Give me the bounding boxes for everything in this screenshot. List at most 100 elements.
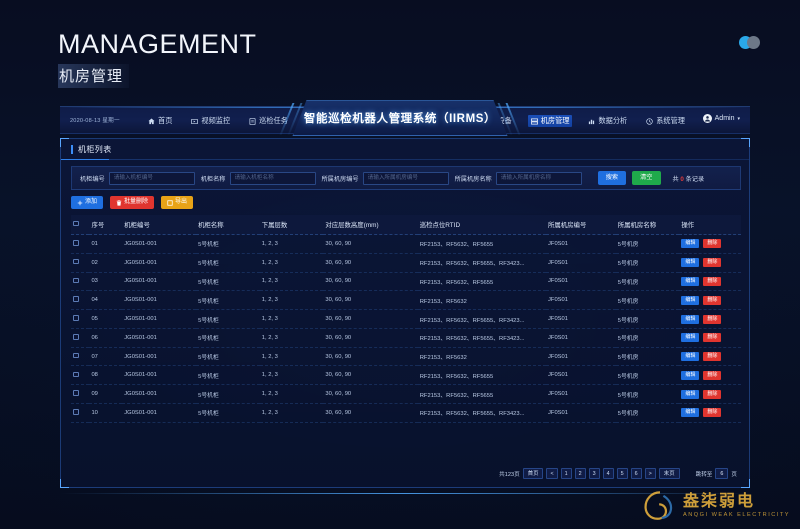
filter-input-1[interactable] (229, 171, 316, 185)
edit-button[interactable]: 编辑 (681, 333, 700, 343)
table-row[interactable]: 02 JG0S01-001 5号机柜 1, 2, 3 30, 60, 90 RF2153、… (71, 253, 741, 273)
table-row[interactable]: 07 JG0S01-001 5号机柜 1, 2, 3 30, 60, 90 RF2153、… (71, 347, 741, 367)
system-title-plate: 智能巡检机器人管理系统（IIRMS） (293, 100, 508, 136)
avatar (702, 114, 712, 123)
row-checkbox[interactable] (73, 352, 79, 359)
nav-item-label: 机房管理 (540, 116, 570, 125)
home-icon (148, 117, 155, 125)
cell-heights: 30, 60, 90 (323, 253, 418, 273)
row-checkbox[interactable] (73, 258, 79, 265)
edit-button[interactable]: 编辑 (681, 314, 700, 324)
delete-button[interactable]: 删除 (703, 258, 722, 268)
cell-room_code: JF0S01 (546, 365, 616, 386)
theme-toggle[interactable] (739, 36, 765, 49)
pagination-page-2[interactable]: 2 (574, 468, 586, 479)
edit-button[interactable]: 编辑 (681, 276, 700, 286)
pagination-jump-input[interactable] (715, 468, 729, 479)
clear-button[interactable]: 清空 (632, 171, 661, 185)
edit-button[interactable]: 编辑 (681, 408, 700, 418)
pagination-page-3[interactable]: 3 (588, 468, 600, 479)
cell-heights: 30, 60, 90 (323, 347, 418, 367)
cell-layers: 1, 2, 3 (259, 365, 324, 386)
table-row[interactable]: 06 JG0S01-001 5号机柜 1, 2, 3 30, 60, 90 RF2153、… (71, 328, 741, 348)
nav-item-巡检任务[interactable]: 巡检任务 (246, 115, 291, 127)
pagination-page-5[interactable]: 5 (616, 468, 628, 479)
delete-button[interactable]: 删除 (703, 333, 722, 343)
cell-layers: 1, 2, 3 (259, 234, 324, 254)
table-row[interactable]: 04 JG0S01-001 5号机柜 1, 2, 3 30, 60, 90 RF2153、… (71, 290, 741, 311)
delete-button[interactable]: 删除 (703, 408, 722, 418)
delete-button[interactable]: 删除 (703, 239, 722, 249)
table-row[interactable]: 03 JG0S01-001 5号机柜 1, 2, 3 30, 60, 90 RF2153、… (71, 272, 741, 292)
row-checkbox[interactable] (73, 371, 79, 378)
table-row[interactable]: 05 JG0S01-001 5号机柜 1, 2, 3 30, 60, 90 RF2153、… (71, 309, 741, 329)
nav-item-机房管理[interactable]: 机房管理 (527, 115, 573, 127)
edit-button[interactable]: 编辑 (681, 352, 700, 362)
search-button[interactable]: 搜索 (597, 171, 627, 185)
nav-item-视频监控[interactable]: 视频监控 (188, 115, 233, 127)
edit-button[interactable]: 编辑 (681, 389, 700, 399)
filter-input-2[interactable] (362, 171, 449, 185)
cell-rtid: RF2153、RF5632、RF5655 (417, 234, 546, 254)
content-panel: 机柜列表 机柜编号机柜名称所属机房编号所属机房名称搜索 清空 共 0 条记录 添… (60, 138, 750, 488)
column-header-2: 机柜名称 (196, 215, 260, 235)
add-button[interactable]: 添加 (71, 196, 104, 209)
cell-rtid: RF2153、RF5632 (417, 347, 546, 367)
pagination-next[interactable]: > (644, 468, 656, 479)
server-icon (530, 118, 538, 125)
delete-button[interactable]: 删除 (703, 370, 722, 380)
delete-button[interactable]: 删除 (703, 276, 722, 286)
table-row[interactable]: 09 JG0S01-001 5号机柜 1, 2, 3 30, 60, 90 RF2153、… (71, 384, 741, 405)
row-checkbox[interactable] (73, 390, 79, 396)
cell-idx: 09 (89, 384, 123, 405)
cell-room_name: 5号机房 (615, 347, 680, 367)
delete-button[interactable]: 删除 (703, 295, 722, 305)
filter-group-2: 所属机房编号 (322, 171, 449, 185)
panel-divider (61, 159, 749, 160)
pagination-page-1[interactable]: 1 (560, 468, 572, 479)
table-row[interactable]: 10 JG0S01-001 5号机柜 1, 2, 3 30, 60, 90 RF2153、… (71, 403, 741, 423)
filter-input-0[interactable] (108, 171, 195, 185)
batch-delete-button[interactable]: 批量删除 (110, 196, 155, 209)
cell-code: JG0S01-001 (122, 290, 197, 311)
edit-button[interactable]: 编辑 (681, 370, 700, 380)
cell-room_name: 5号机房 (615, 309, 680, 329)
row-checkbox[interactable] (73, 240, 79, 246)
nav-item-系统管理[interactable]: 系统管理 (643, 115, 688, 127)
row-select-cell (71, 234, 90, 254)
row-checkbox[interactable] (73, 277, 79, 284)
cell-room_name: 5号机房 (615, 290, 680, 311)
delete-button[interactable]: 删除 (703, 314, 722, 324)
delete-button[interactable]: 删除 (703, 352, 722, 362)
task-icon (249, 117, 256, 125)
panel-header: 机柜列表 (61, 139, 749, 159)
table-row[interactable]: 01 JG0S01-001 5号机柜 1, 2, 3 30, 60, 90 RF2153、… (71, 234, 741, 254)
nav-item-首页[interactable]: 首页 (145, 115, 175, 127)
row-checkbox[interactable] (73, 315, 79, 321)
cell-rtid: RF2153、RF5632、RF5655、RF3423... (417, 328, 546, 348)
pagination-page-4[interactable]: 4 (602, 468, 614, 479)
pagination-last[interactable]: 末页 (658, 468, 680, 479)
filter-label: 所属机房名称 (454, 175, 492, 183)
pagination-page-6[interactable]: 6 (630, 468, 642, 479)
user-menu[interactable]: Admin ▾ (702, 114, 740, 123)
delete-button[interactable]: 删除 (703, 389, 722, 399)
edit-button[interactable]: 编辑 (681, 295, 700, 305)
row-checkbox[interactable] (73, 296, 79, 302)
export-button[interactable]: 导出 (161, 196, 194, 209)
brand-name-cn: 盎柒弱电 (683, 493, 756, 511)
cell-layers: 1, 2, 3 (259, 309, 324, 329)
nav-item-数据分析[interactable]: 数据分析 (585, 115, 630, 127)
row-checkbox[interactable] (73, 334, 79, 340)
cell-name: 5号机柜 (196, 309, 260, 329)
select-all-checkbox[interactable] (73, 220, 79, 227)
edit-button[interactable]: 编辑 (681, 239, 700, 249)
pagination-first[interactable]: 首页 (522, 468, 544, 479)
edit-button[interactable]: 编辑 (681, 258, 700, 268)
table-row[interactable]: 08 JG0S01-001 5号机柜 1, 2, 3 30, 60, 90 RF2153、… (71, 365, 741, 386)
pagination-prev[interactable]: < (546, 468, 558, 479)
row-checkbox[interactable] (73, 409, 79, 415)
cell-room_name: 5号机房 (615, 234, 680, 254)
filter-input-3[interactable] (495, 171, 582, 185)
